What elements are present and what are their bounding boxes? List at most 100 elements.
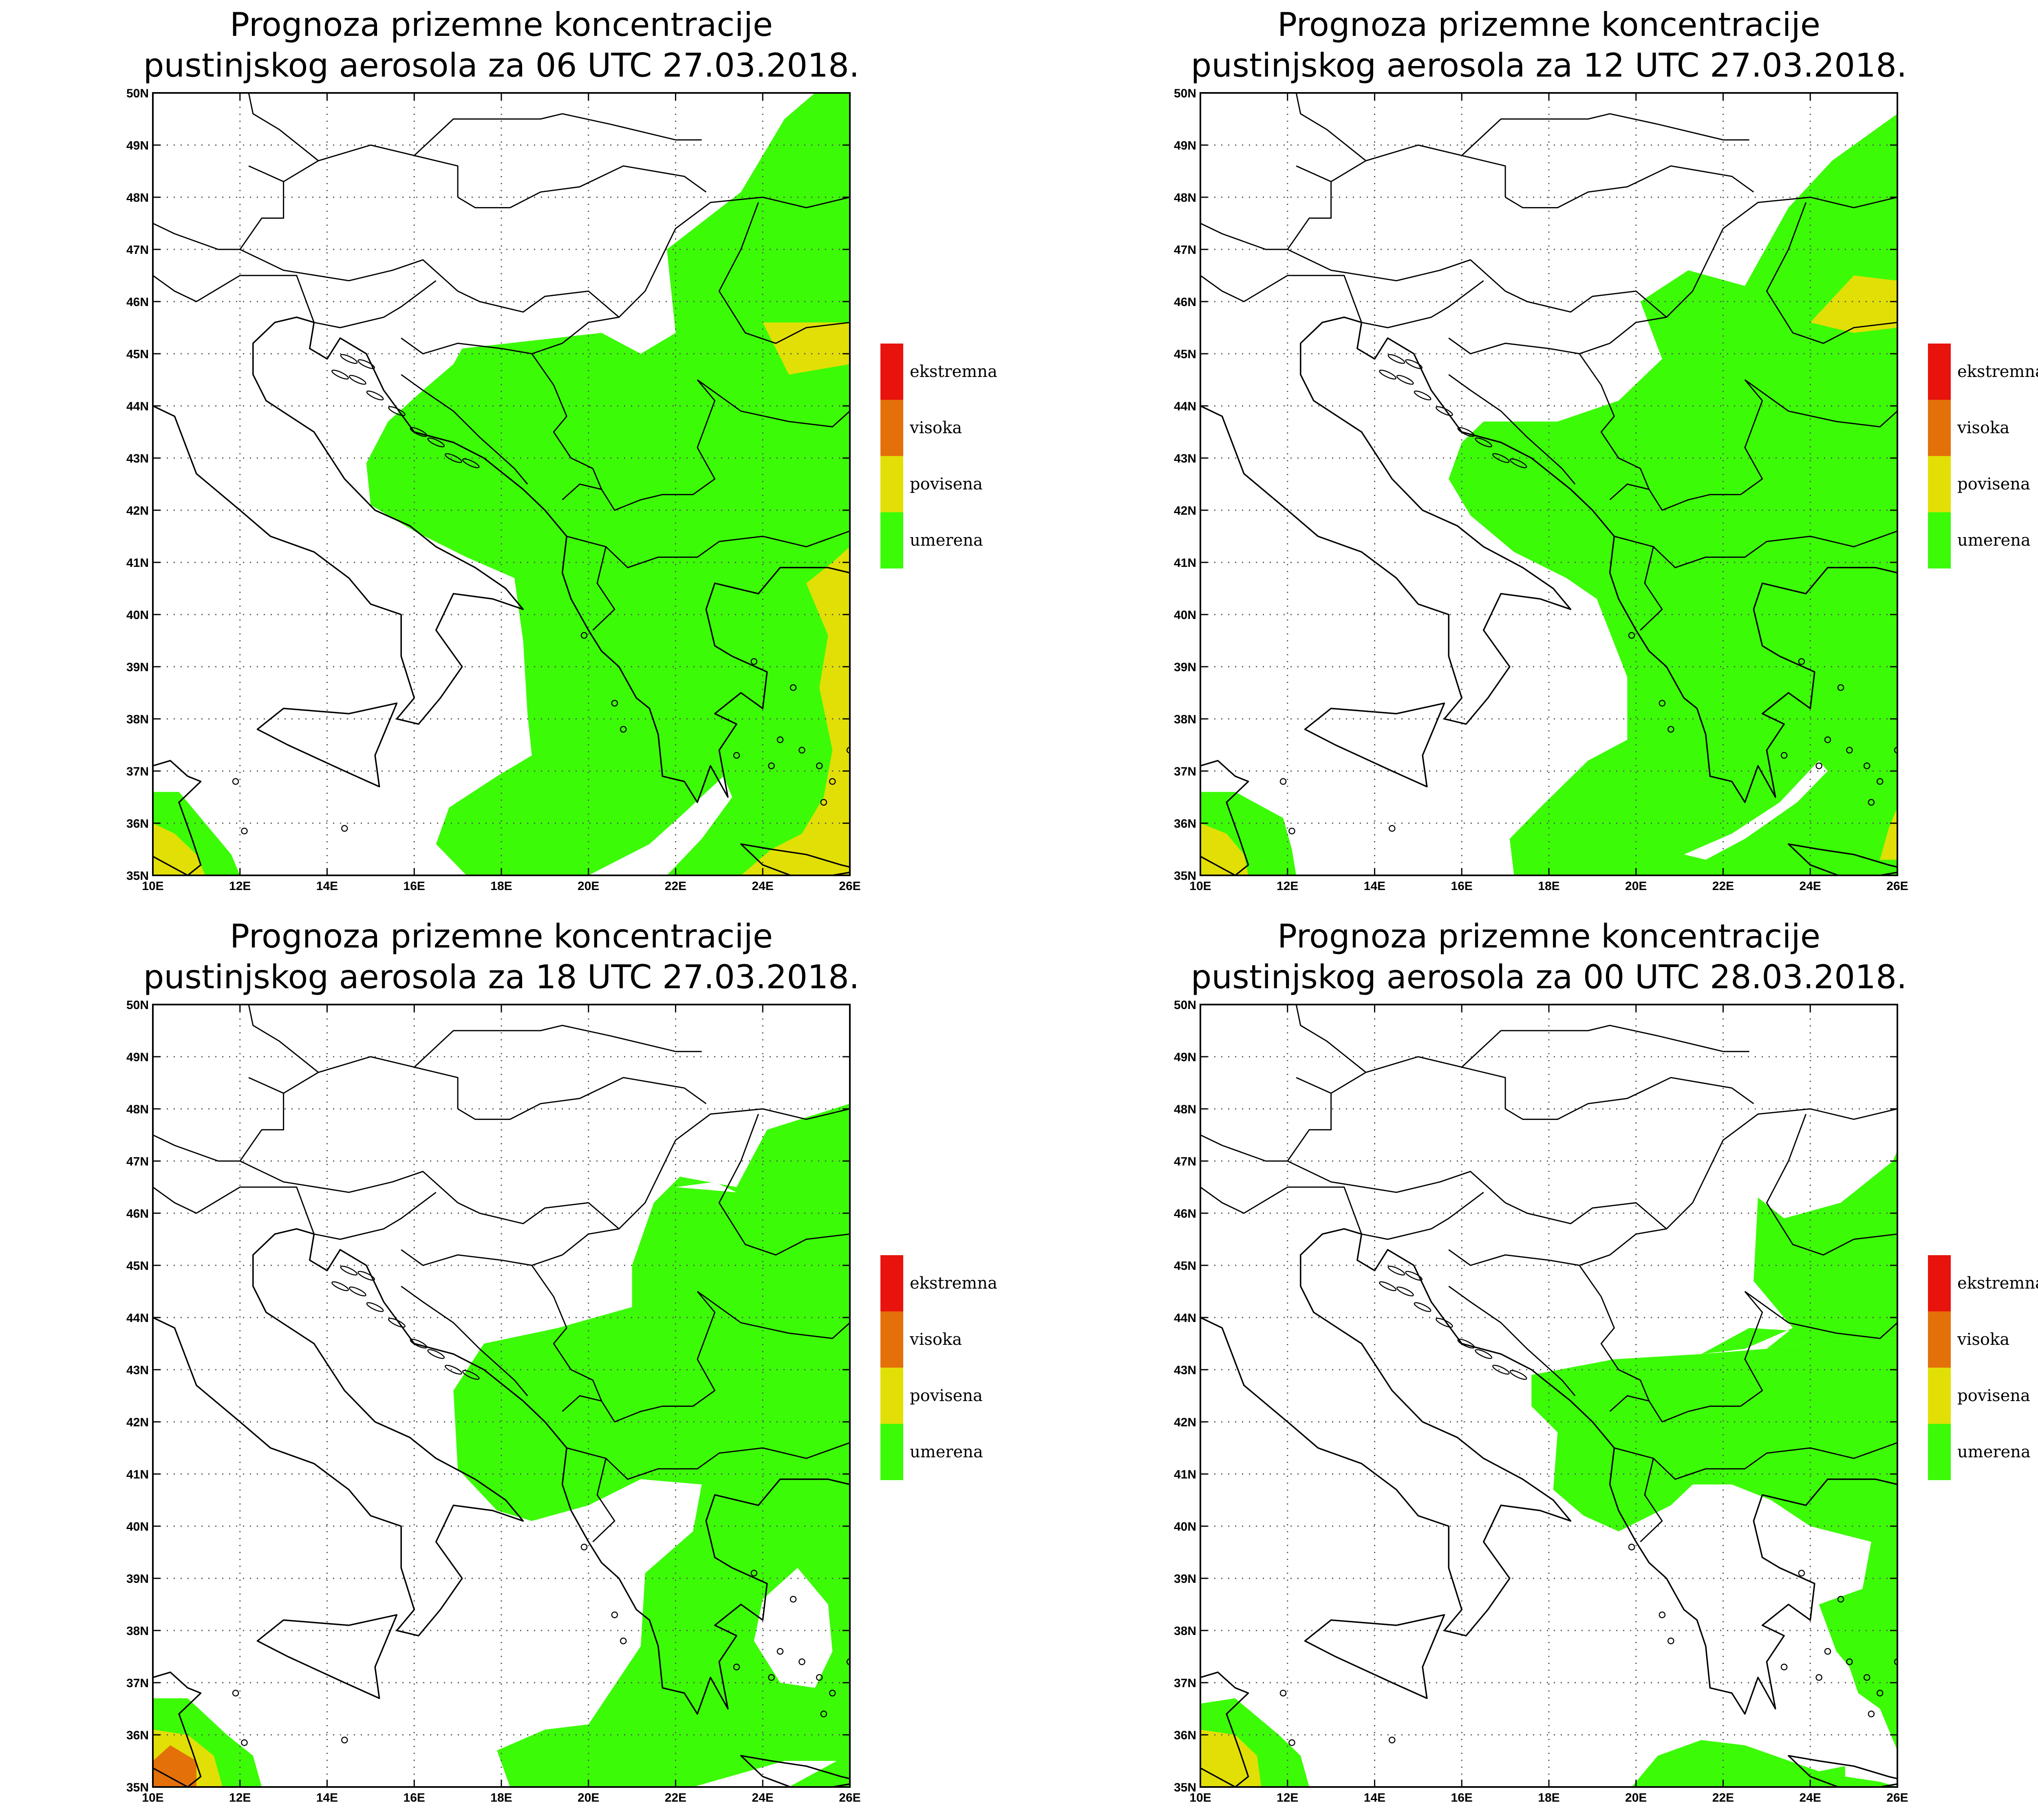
lon-label: 18E [490, 879, 512, 893]
island-coast [1788, 843, 1897, 875]
clear-area [754, 1568, 833, 1688]
lat-label: 46N [1174, 1207, 1196, 1221]
lon-label: 10E [1189, 879, 1211, 893]
island [241, 827, 248, 835]
country-border [1461, 1025, 1749, 1068]
country-border [562, 483, 693, 511]
lat-label: 41N [1174, 556, 1196, 570]
lon-label: 12E [1277, 879, 1298, 893]
lat-label: 35N [1174, 869, 1196, 883]
legend-swatch-umerena [880, 512, 903, 568]
island [768, 762, 775, 769]
island [1414, 1302, 1431, 1312]
legend-label-visoka: visoka [1957, 419, 2009, 437]
clear-area [693, 1761, 837, 1787]
country-border [1609, 483, 1741, 511]
lat-label: 45N [126, 1259, 149, 1273]
lat-label: 41N [1174, 1468, 1196, 1481]
country-border [1640, 546, 1663, 631]
island [1414, 390, 1431, 401]
lon-label: 26E [1886, 1791, 1908, 1805]
map-panel-3: Prognoza prizemne koncentracijepustinjsk… [126, 917, 997, 1805]
lon-label: 24E [752, 1791, 774, 1805]
country-border [1448, 1285, 1576, 1396]
map-panel-2: Prognoza prizemne koncentracijepustinjsk… [1174, 6, 2038, 893]
lat-label: 42N [1174, 504, 1196, 518]
country-border [401, 337, 563, 355]
country-border [248, 1056, 459, 1109]
lat-label: 41N [126, 556, 149, 570]
lat-label: 50N [1174, 87, 1196, 100]
country-border [1740, 1291, 1763, 1407]
lon-label: 20E [578, 879, 599, 893]
island [1457, 427, 1475, 437]
country-border [1505, 1077, 1754, 1120]
lon-label: 16E [1451, 1791, 1473, 1805]
lon-label: 26E [1886, 879, 1908, 893]
island [462, 1370, 480, 1380]
coastline [1200, 316, 1572, 725]
island [1475, 437, 1493, 447]
island [348, 1286, 366, 1297]
island [366, 1302, 384, 1312]
island [1780, 752, 1788, 759]
country-border [1505, 165, 1754, 209]
coastline [1200, 1767, 1236, 1787]
island-coast [92, 458, 135, 542]
country-border [562, 196, 850, 344]
country-border [1614, 1442, 1897, 1480]
island [820, 1710, 827, 1718]
lat-label: 45N [126, 348, 149, 361]
island [1288, 827, 1295, 835]
lat-label: 38N [126, 713, 149, 726]
island-coast [256, 1614, 398, 1699]
country-border [1200, 275, 1362, 323]
legend-label-umerena: umerena [1957, 531, 2031, 550]
lat-label: 47N [1174, 243, 1196, 257]
coastline [153, 855, 188, 875]
island [611, 1611, 618, 1618]
island [1659, 1611, 1666, 1618]
country-border [240, 249, 459, 292]
country-border [1505, 1202, 1667, 1229]
country-border [1448, 374, 1576, 485]
legend-swatch-umerena [1928, 512, 1951, 568]
island-coast [1304, 702, 1445, 788]
island [427, 437, 445, 447]
legend: ekstremna visoka povisena umerena [880, 344, 997, 568]
island [331, 370, 349, 380]
umerena-zone [1449, 114, 1897, 875]
country-border [153, 181, 285, 250]
lon-label: 24E [752, 879, 774, 893]
country-border [153, 275, 315, 323]
island [580, 632, 588, 639]
lat-label: 39N [1174, 661, 1196, 674]
island [331, 1281, 349, 1291]
lon-label: 12E [1277, 1791, 1298, 1805]
lat-label: 47N [126, 1155, 149, 1168]
island [1492, 1364, 1510, 1375]
lat-label: 38N [1174, 713, 1196, 726]
island [1436, 406, 1453, 416]
country-border [457, 1202, 620, 1229]
island [1387, 354, 1405, 364]
country-border [401, 374, 528, 485]
country-border [1609, 1395, 1741, 1423]
country-border [1295, 1005, 1367, 1073]
map-title-line2: pustinjskog aerosola za 18 UTC 27.03.201… [143, 958, 860, 996]
legend-swatch-povisena [880, 1368, 903, 1424]
legend-label-umerena: umerena [910, 531, 983, 550]
country-border [1609, 196, 1897, 344]
island [445, 453, 462, 463]
legend-label-ekstremna: ekstremna [1957, 1274, 2038, 1293]
island [1846, 1658, 1853, 1666]
island [1509, 1370, 1527, 1380]
island [733, 752, 740, 759]
lon-label: 22E [1712, 879, 1734, 893]
country-border [1740, 379, 1763, 495]
island-coast [256, 702, 398, 788]
legend-swatch-povisena [1928, 1368, 1951, 1424]
lat-label: 49N [1174, 139, 1196, 152]
